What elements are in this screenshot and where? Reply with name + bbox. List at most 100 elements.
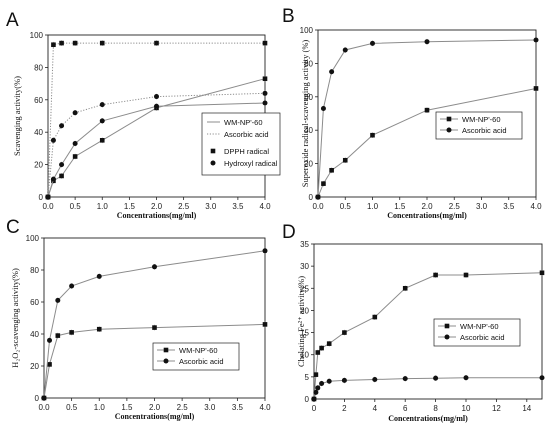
x-tick-label: 0.5 [70, 202, 82, 211]
legend-marker [163, 347, 169, 353]
x-tick-label: 10 [462, 404, 471, 413]
data-point [96, 273, 102, 279]
data-point [341, 377, 347, 383]
x-tick-label: 0.5 [66, 403, 78, 412]
x-tick-label: 1.0 [367, 202, 379, 211]
legend-box [201, 112, 281, 176]
legend-marker [444, 334, 450, 340]
data-point [313, 389, 319, 395]
data-point [315, 385, 321, 391]
x-tick-label: 1.0 [94, 403, 106, 412]
y-tick-label: 60 [304, 93, 313, 102]
x-tick-label: 4.0 [530, 202, 542, 211]
y-tick-label: 20 [34, 161, 43, 170]
data-point [262, 76, 268, 82]
panel-c: 0.0 0.5 1.0 1.5 2.0 2.5 3.0 3.5 4.0 0 20 40 60 80 100 C… [10, 234, 271, 421]
series-b-1 [315, 37, 539, 200]
data-point [55, 333, 61, 338]
x-tick-label: 0.0 [312, 202, 324, 211]
data-point [47, 362, 52, 367]
data-point [533, 37, 539, 43]
data-point [463, 272, 469, 278]
legend-label: Hydroxyl radical [224, 159, 278, 168]
data-point [311, 396, 317, 402]
data-point [424, 107, 430, 113]
data-point [320, 105, 326, 111]
data-point [47, 337, 53, 343]
y-tick-label: 80 [30, 266, 39, 275]
series-a-3 [45, 90, 268, 200]
data-point [326, 341, 332, 346]
y-tick-label: 20 [300, 306, 309, 315]
x-tick-label: 6 [403, 404, 408, 413]
plot-frame-d [313, 243, 543, 400]
x-tick-label: 2.0 [151, 202, 163, 211]
data-point [45, 194, 51, 200]
data-point [50, 176, 56, 182]
data-point [433, 375, 439, 381]
y-axis-title: Chelating Fe²⁺ activity(%) [296, 276, 306, 367]
x-tick-label: 0.0 [38, 403, 50, 412]
y-tick-label: 100 [300, 26, 314, 35]
data-point [50, 137, 56, 143]
data-point [152, 325, 157, 330]
data-point [262, 90, 268, 96]
legend-b: WM-NP'-60 Ascorbic acid [435, 111, 523, 140]
y-tick-label: 80 [34, 63, 43, 72]
panel-letter-a: A [6, 10, 19, 31]
x-tick-label: 4.0 [259, 202, 271, 211]
legend-label: WM-NP'-60 [224, 118, 263, 127]
y-tick-label: 40 [34, 128, 43, 137]
data-point [72, 141, 78, 147]
y-tick-label: 80 [304, 59, 313, 68]
series-d-1 [311, 374, 545, 402]
y-tick-label: 60 [30, 298, 39, 307]
x-tick-label: 3.0 [476, 202, 488, 211]
data-point [370, 40, 375, 46]
data-point [533, 86, 539, 91]
y-tick-label: 0 [39, 193, 44, 202]
x-tick-label: 3.5 [232, 403, 244, 412]
x-tick-label: 0.5 [340, 202, 352, 211]
data-point [539, 375, 545, 381]
series-line [313, 377, 542, 400]
data-point [319, 381, 325, 386]
y-tick-label: 0 [35, 394, 40, 403]
legend-c: WM-NP'-60 Ascorbic acid [152, 342, 240, 371]
y-tick-label: 60 [34, 96, 43, 105]
legend-label: Ascorbic acid [224, 130, 269, 139]
data-point [370, 132, 375, 138]
x-axis-title: Concentrations(mg/ml) [388, 414, 468, 423]
data-point [99, 118, 105, 124]
y-tick-label: 20 [304, 160, 313, 169]
data-point [51, 42, 56, 48]
data-point [154, 94, 159, 100]
data-point [152, 264, 157, 270]
x-tick-label: 3.0 [204, 403, 216, 412]
legend-marker [446, 127, 452, 133]
x-tick-label: 1.0 [97, 202, 109, 211]
x-tick-label: 4.0 [259, 403, 271, 412]
x-tick-label: 1.5 [394, 202, 406, 211]
data-point [154, 103, 159, 109]
plots-layer: 0.0 0.5 1.0 1.5 2.0 2.5 3.0 3.5 4.0020406080100C… [10, 26, 545, 423]
y-axis-title: Superoxide radical-scavenging activity (… [300, 40, 310, 188]
x-axis-title: Concentrations(mg/ml) [117, 211, 197, 220]
data-point [433, 272, 438, 278]
legend-marker [446, 116, 452, 122]
data-point [342, 157, 348, 163]
data-point [402, 285, 408, 291]
x-tick-label: 12 [492, 404, 501, 413]
y-tick-label: 10 [300, 351, 309, 360]
x-tick-label: 14 [522, 404, 531, 413]
panel-letter-d: D [282, 222, 296, 243]
x-tick-label: 4 [373, 404, 378, 413]
legend-d: WM-NP'-60 Ascorbic acid [433, 318, 521, 347]
data-point [342, 330, 347, 335]
legend-label: Ascorbic acid [462, 126, 507, 135]
data-point [313, 372, 319, 377]
data-point [326, 378, 332, 384]
x-tick-label: 1.5 [121, 403, 133, 412]
legend-label: Ascorbic acid [179, 357, 224, 366]
legend-label: Ascorbic acid [460, 333, 505, 342]
